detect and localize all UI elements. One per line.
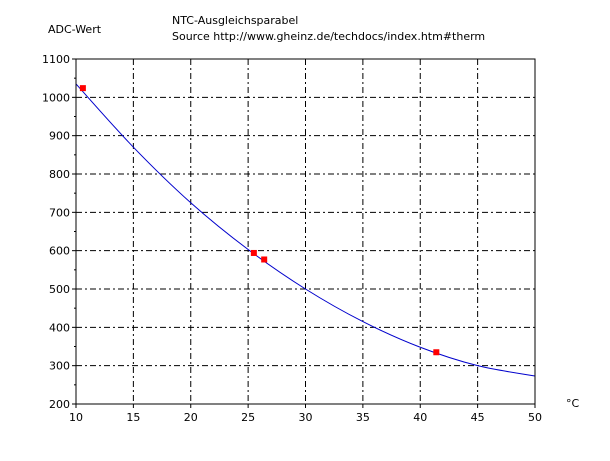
- chart-title: NTC-Ausgleichsparabel: [172, 14, 298, 27]
- tick-labels: 10 15 20 25 30 35 40 45 50 200 300 400 500 600 700 800 9…: [42, 53, 542, 424]
- y-tick-label: 300: [49, 360, 70, 373]
- data-point: [261, 256, 268, 263]
- y-axis-label: ADC-Wert: [48, 23, 102, 36]
- x-axis-label: °C: [566, 397, 580, 410]
- y-tick-label: 500: [49, 283, 70, 296]
- y-tick-label: 900: [49, 130, 70, 143]
- x-tick-label: 15: [126, 411, 140, 424]
- plot-frame: [75, 58, 536, 405]
- grid: [76, 59, 535, 404]
- fit-curve-layer: [75, 83, 536, 377]
- y-tick-label: 700: [49, 206, 70, 219]
- x-tick-label: 45: [471, 411, 485, 424]
- y-tick-label: 600: [49, 245, 70, 258]
- y-tick-label: 1100: [42, 53, 70, 66]
- data-points: [79, 85, 440, 356]
- y-tick-label: 1000: [42, 91, 70, 104]
- axis-ticks: [72, 58, 536, 408]
- y-tick-label: 200: [49, 398, 70, 411]
- fit-curve-line: [75, 83, 536, 377]
- data-point: [250, 249, 257, 256]
- y-tick-label: 400: [49, 321, 70, 334]
- x-tick-label: 20: [184, 411, 198, 424]
- y-tick-label: 800: [49, 168, 70, 181]
- data-point: [79, 85, 86, 92]
- x-tick-label: 10: [69, 411, 83, 424]
- chart-subtitle: Source http://www.gheinz.de/techdocs/ind…: [172, 30, 485, 43]
- x-tick-label: 35: [356, 411, 370, 424]
- data-point: [433, 349, 440, 356]
- x-tick-label: 30: [299, 411, 313, 424]
- x-tick-label: 50: [528, 411, 542, 424]
- x-tick-label: 25: [241, 411, 255, 424]
- x-tick-label: 40: [413, 411, 427, 424]
